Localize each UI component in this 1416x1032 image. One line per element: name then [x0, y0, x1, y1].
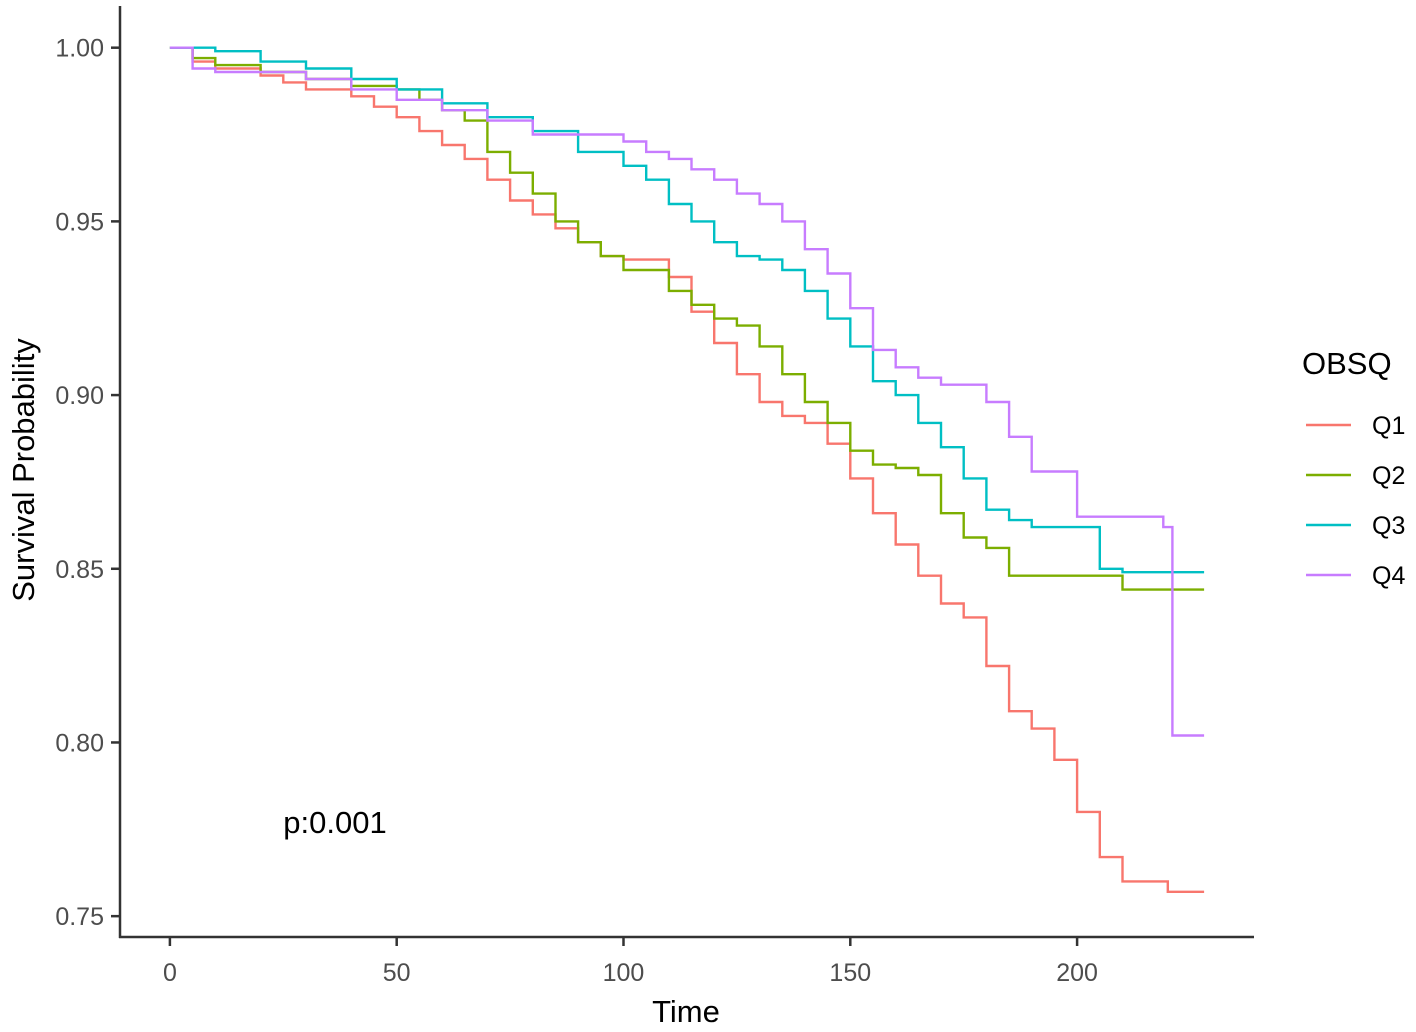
- legend-label-q1: Q1: [1372, 412, 1405, 440]
- y-tick-label: 0.95: [55, 208, 104, 236]
- legend-label-q4: Q4: [1372, 562, 1405, 590]
- x-tick-label: 200: [1056, 959, 1098, 987]
- y-tick-label: 0.90: [55, 382, 104, 410]
- p-value-annotation: p:0.001: [283, 805, 386, 840]
- legend-title: OBSQ: [1302, 346, 1392, 381]
- x-ticks: 0 50 100 150 200: [163, 937, 1098, 987]
- y-tick-label: 0.80: [55, 729, 104, 757]
- series-line-q1: [169, 46, 1205, 893]
- y-tick-label: 0.75: [55, 903, 104, 931]
- series-line-q3: [169, 46, 1205, 574]
- legend-label-q3: Q3: [1372, 512, 1405, 540]
- x-tick-label: 50: [383, 959, 411, 987]
- y-axis-title: Survival Probability: [6, 338, 41, 602]
- legend-label-q2: Q2: [1372, 462, 1405, 490]
- legend: OBSQ Q1 Q2 Q3 Q4: [1302, 346, 1405, 590]
- legend-items: Q1 Q2 Q3 Q4: [1306, 412, 1405, 590]
- y-tick-label: 1.00: [55, 35, 104, 63]
- x-tick-label: 0: [163, 959, 177, 987]
- y-tick-label: 0.85: [55, 556, 104, 584]
- series-line-q4: [169, 46, 1205, 737]
- series-line-q2: [169, 46, 1205, 591]
- x-tick-label: 100: [603, 959, 645, 987]
- plot-lines: [169, 46, 1205, 893]
- x-tick-label: 150: [829, 959, 871, 987]
- axes: [118, 6, 1254, 939]
- y-ticks: 0.75 0.80 0.85 0.90 0.95 1.00: [55, 35, 120, 931]
- x-axis-title: Time: [652, 994, 720, 1029]
